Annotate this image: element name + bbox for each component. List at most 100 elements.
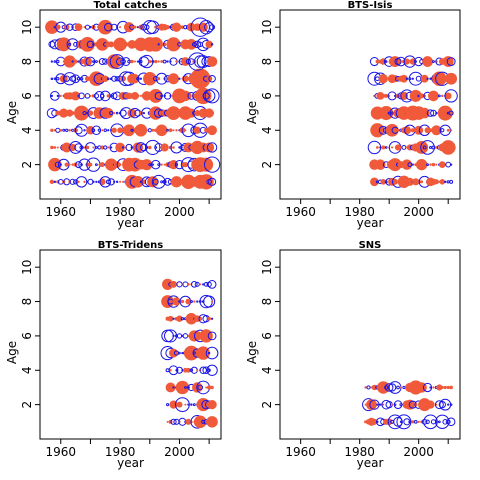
- bubble-positive: [53, 146, 57, 149]
- bubble-negative: [92, 60, 95, 63]
- bubble-negative: [437, 94, 441, 98]
- bubble-negative: [210, 317, 214, 320]
- bubble-negative: [379, 146, 382, 149]
- y-tick-label: 2: [260, 161, 274, 169]
- bubble-negative: [384, 146, 388, 149]
- bubble-positive: [121, 43, 125, 46]
- bubble-negative: [429, 145, 432, 149]
- bubble-negative: [76, 77, 81, 81]
- bubble-negative: [157, 43, 160, 46]
- x-tick-label: 1980: [344, 445, 375, 459]
- bubble-negative: [136, 60, 140, 63]
- bubble-positive: [445, 72, 458, 85]
- bubble-negative: [55, 127, 61, 133]
- y-tick-label: 2: [260, 401, 274, 409]
- bubble-positive: [435, 403, 438, 406]
- bubble-negative: [208, 177, 217, 186]
- bubble-negative: [139, 77, 142, 80]
- bubble-negative: [84, 24, 91, 30]
- bubble-positive: [119, 180, 122, 183]
- bubble-negative: [208, 74, 216, 83]
- bubble-positive: [174, 77, 179, 81]
- bubble-positive: [157, 60, 160, 63]
- bubble-positive: [165, 25, 170, 30]
- plot-frame: [279, 9, 461, 200]
- bubble-positive: [423, 386, 426, 389]
- bubble-positive: [99, 162, 105, 168]
- bubble-negative: [151, 174, 166, 189]
- bubble-positive: [166, 420, 169, 423]
- bubble-negative: [127, 59, 131, 64]
- bubble-negative: [204, 22, 215, 33]
- bubble-negative: [393, 400, 403, 409]
- bubble-negative: [69, 141, 83, 154]
- bubble-positive: [169, 369, 172, 372]
- bubble-negative: [381, 399, 392, 410]
- y-axis-label: Age: [245, 101, 259, 124]
- bubble-negative: [182, 333, 189, 339]
- bubble-positive: [210, 300, 214, 303]
- bubble-positive: [50, 145, 54, 150]
- bubble-negative: [111, 75, 118, 82]
- bubble-negative: [388, 383, 397, 392]
- bubble-negative: [71, 60, 74, 63]
- bubble-negative: [384, 383, 394, 392]
- bubble-positive: [206, 56, 218, 67]
- bubble-negative: [422, 382, 433, 393]
- bubble-positive: [176, 315, 183, 322]
- bubble-negative: [447, 403, 450, 406]
- bubble-negative: [163, 329, 178, 343]
- bubble-negative: [148, 163, 152, 167]
- bubble-negative: [429, 386, 432, 389]
- bubble-negative: [115, 180, 119, 184]
- bubble-negative: [399, 403, 403, 407]
- bubble-negative: [207, 279, 217, 289]
- bubble-negative: [59, 163, 62, 166]
- bubble-positive: [77, 180, 80, 183]
- bubble-positive: [157, 77, 161, 81]
- bubble-negative: [83, 129, 86, 132]
- y-axis-label: Age: [245, 341, 259, 364]
- bubble-negative: [193, 55, 207, 68]
- bubble-negative: [446, 180, 450, 184]
- bubble-positive: [382, 403, 385, 406]
- bubble-positive: [199, 157, 214, 172]
- bubble-positive: [168, 128, 173, 133]
- bubble-negative: [449, 403, 453, 406]
- bubble-positive: [64, 162, 69, 167]
- bubble-negative: [446, 417, 456, 427]
- x-tick-label: 2000: [164, 445, 195, 459]
- bubble-positive: [185, 298, 192, 305]
- bubble-negative: [65, 128, 69, 132]
- bubble-negative: [89, 26, 92, 29]
- bubble-negative: [97, 128, 101, 132]
- x-axis-label: year: [357, 216, 384, 230]
- bubble-negative: [150, 159, 161, 170]
- bubble-negative: [189, 299, 193, 304]
- bubble-positive: [420, 129, 423, 132]
- bubble-negative: [401, 145, 407, 150]
- panel-title: SNS: [359, 240, 382, 251]
- bubble-negative: [429, 77, 432, 80]
- bubble-negative: [106, 77, 110, 81]
- bubble-positive: [59, 94, 62, 98]
- bubble-positive: [446, 142, 456, 153]
- bubble-negative: [198, 19, 214, 35]
- bubble-positive: [196, 369, 199, 372]
- bubble-negative: [426, 77, 429, 80]
- bubble-negative: [50, 94, 53, 98]
- bubble-negative: [210, 43, 214, 46]
- y-axis-label: Age: [5, 101, 19, 124]
- bubble-positive: [49, 179, 55, 184]
- bubble-negative: [155, 72, 168, 85]
- bubble-negative: [74, 126, 83, 135]
- bubble-positive: [440, 385, 444, 390]
- bubble-positive: [82, 57, 93, 67]
- bubble-positive: [175, 129, 178, 132]
- bubble-negative: [209, 24, 216, 31]
- bubble-positive: [89, 94, 92, 97]
- bubble-positive: [160, 43, 163, 46]
- bubble-negative: [207, 368, 211, 372]
- bubble-positive: [133, 60, 136, 63]
- bubble-positive: [429, 163, 432, 166]
